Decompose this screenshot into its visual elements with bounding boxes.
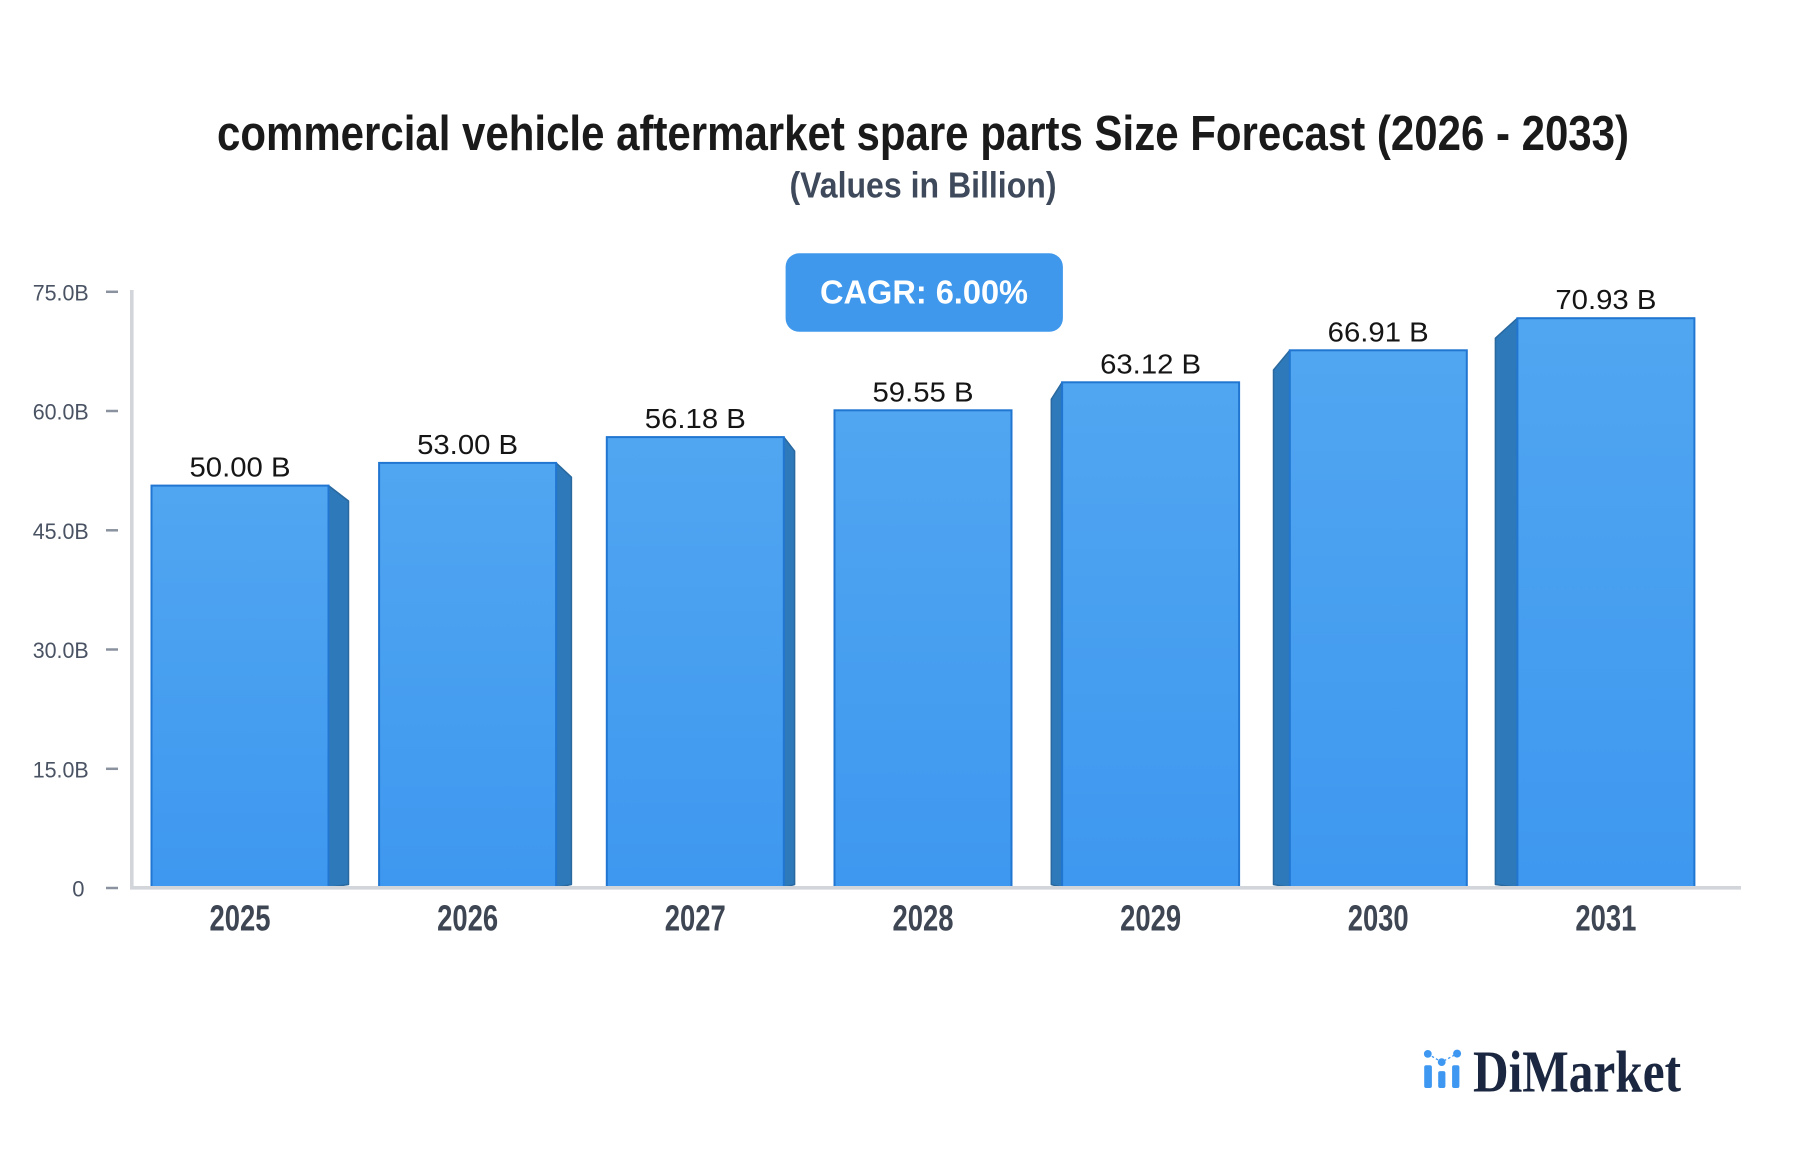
svg-text:0: 0 bbox=[72, 877, 84, 902]
svg-text:15.0B: 15.0B bbox=[33, 757, 89, 782]
svg-text:60.0B: 60.0B bbox=[33, 400, 89, 425]
svg-text:CAGR: 6.00%: CAGR: 6.00% bbox=[820, 274, 1028, 311]
svg-text:70.93 B: 70.93 B bbox=[1555, 284, 1656, 315]
svg-text:66.91 B: 66.91 B bbox=[1328, 316, 1429, 347]
svg-text:2027: 2027 bbox=[665, 898, 726, 939]
svg-text:59.55 B: 59.55 B bbox=[873, 376, 974, 407]
svg-text:75.0B: 75.0B bbox=[33, 280, 89, 305]
svg-text:2029: 2029 bbox=[1120, 898, 1181, 939]
svg-text:56.18 B: 56.18 B bbox=[645, 403, 746, 434]
svg-text:2026: 2026 bbox=[437, 898, 498, 939]
svg-text:DiMarket: DiMarket bbox=[1473, 1038, 1681, 1104]
svg-text:2031: 2031 bbox=[1575, 898, 1636, 939]
svg-text:commercial vehicle aftermarket: commercial vehicle aftermarket spare par… bbox=[217, 107, 1629, 161]
svg-text:50.00 B: 50.00 B bbox=[190, 452, 291, 483]
svg-text:30.0B: 30.0B bbox=[33, 638, 89, 663]
svg-text:63.12 B: 63.12 B bbox=[1100, 348, 1201, 379]
svg-text:53.00 B: 53.00 B bbox=[417, 429, 518, 460]
svg-text:2028: 2028 bbox=[893, 898, 954, 939]
svg-text:2025: 2025 bbox=[210, 898, 271, 939]
svg-text:2030: 2030 bbox=[1348, 898, 1409, 939]
svg-text:(Values in Billion): (Values in Billion) bbox=[790, 165, 1057, 206]
svg-text:45.0B: 45.0B bbox=[33, 519, 89, 544]
